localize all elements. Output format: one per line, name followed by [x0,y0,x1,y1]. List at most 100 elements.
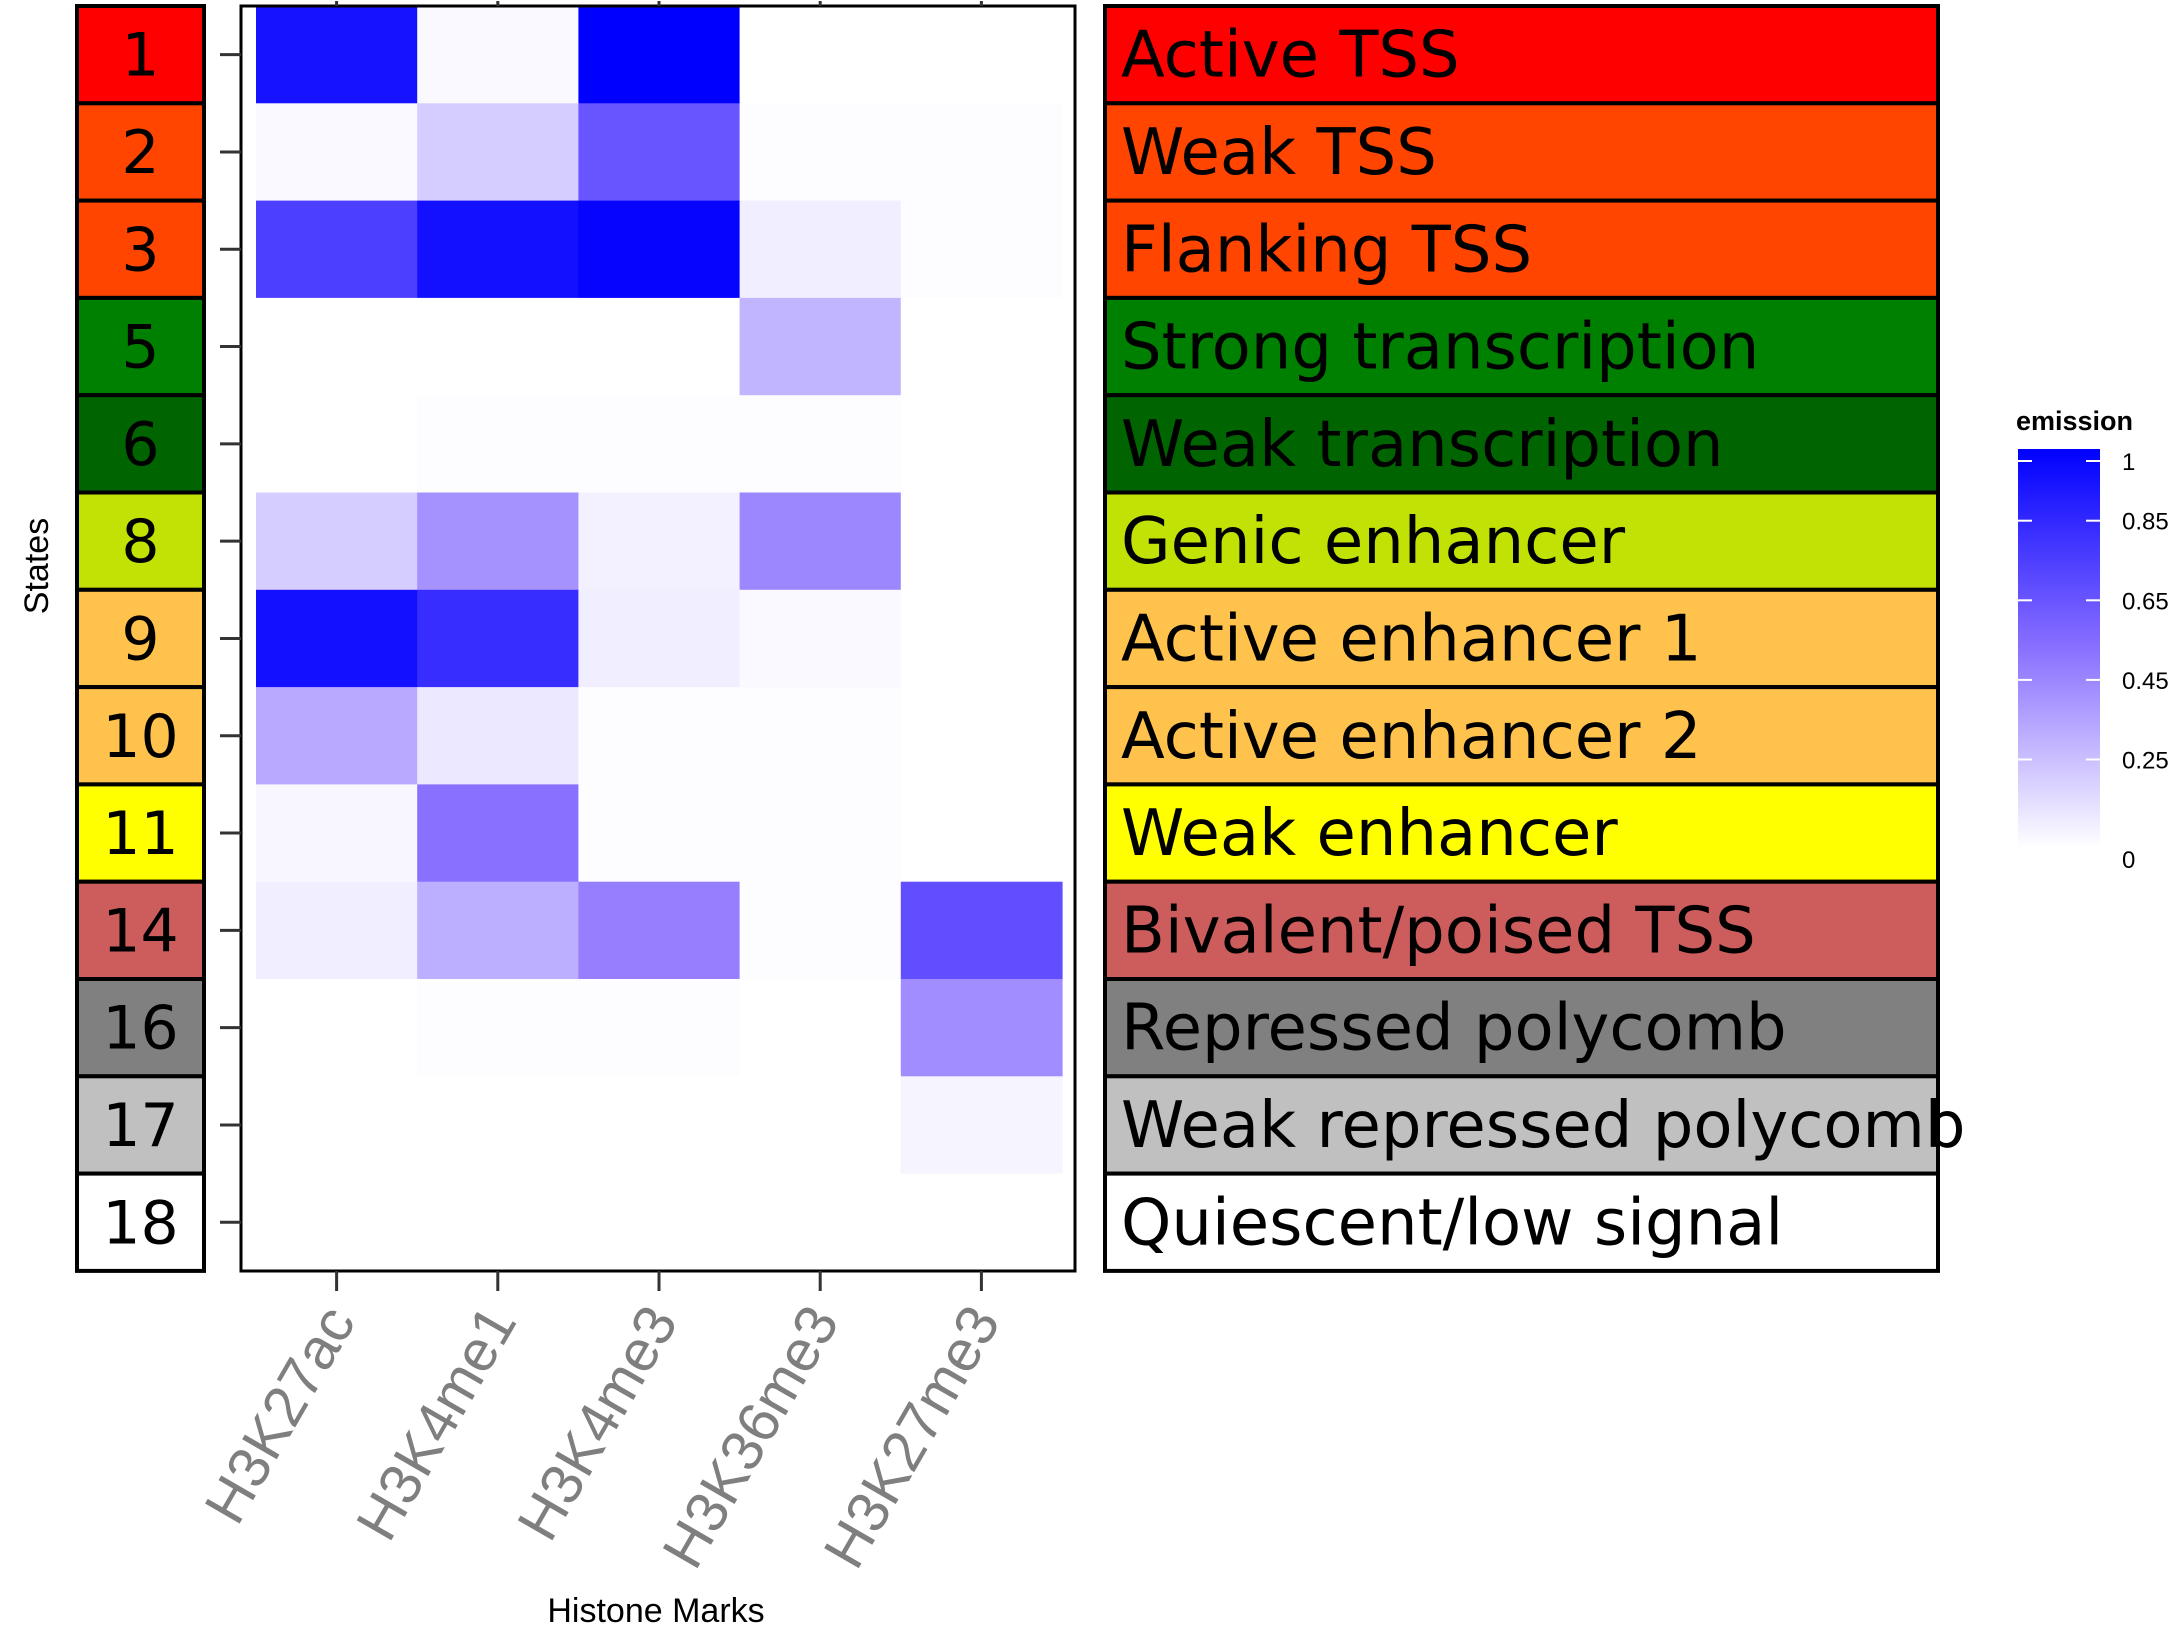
state-label-box [1103,295,1940,398]
heat-cell [417,1076,579,1175]
legend-title: emission [2016,406,2133,436]
legend-tick-label: 0 [2122,847,2135,874]
heat-cell [256,492,418,591]
state-label-box [1103,977,1940,1079]
heat-cell [578,395,741,494]
heat-cell [578,1173,741,1272]
legend-tick-label: 0.25 [2122,748,2169,775]
heat-cell [256,6,418,104]
state-number: 1 [121,21,159,91]
legend-tick-label: 0.85 [2122,509,2169,536]
state-box [75,295,206,398]
heat-cell [578,881,741,980]
y-axis-title: States [18,518,56,614]
state-label-text: Weak repressed polycomb [1121,1089,1966,1163]
state-number: 8 [121,507,159,577]
state-label-text: Weak TSS [1121,116,1437,190]
state-number: 9 [121,604,159,674]
state-label-text: Active enhancer 1 [1121,602,1702,676]
state-number: 6 [121,410,159,480]
x-tick-label: H3K27ac [192,1295,368,1534]
heat-cell [578,492,741,591]
state-label-box [1103,393,1940,495]
heat-cell [417,297,579,396]
state-box [75,685,206,787]
heat-cell [900,1076,1063,1175]
state-number: 17 [102,1091,178,1161]
state-number: 2 [121,118,159,188]
heat-cell [739,6,902,104]
state-box [75,977,206,1079]
color-scale-legend: emission 1 0.85 0.65 0.45 0.25 0 [2016,406,2169,874]
state-label-text: Flanking TSS [1121,213,1532,287]
legend-tick-label: 1 [2122,449,2135,476]
heat-cell [900,589,1063,688]
legend-color-bar [2018,449,2100,848]
heat-cell [417,979,579,1077]
state-label-text: Weak enhancer [1121,797,1618,871]
heat-cell [256,784,418,883]
heat-cell [739,784,902,883]
heat-cell [417,395,579,494]
heat-cell [256,395,418,494]
heat-cell [417,103,579,202]
heat-cell [739,103,902,202]
state-box [75,879,206,982]
state-label-box [1103,782,1940,884]
heat-cell [256,200,418,299]
state-label-text: Quiescent/low signal [1121,1186,1783,1260]
state-label-text: Active enhancer 2 [1121,700,1702,774]
state-box [75,4,206,106]
state-number: 16 [102,994,178,1064]
state-label-box [1103,4,1940,106]
heat-cell [578,200,741,299]
heat-cell [739,979,902,1077]
y-axis-ticks [220,53,241,1224]
state-label-box [1103,685,1940,787]
heat-cell [578,297,741,396]
heat-cell [900,200,1063,299]
heatmap-cells [256,6,1063,1272]
heat-cell [256,1173,418,1272]
state-box [75,1171,206,1273]
state-label-box [1103,587,1940,690]
heat-cell [256,589,418,688]
heat-cell [900,881,1063,980]
state-label-box [1103,1171,1940,1273]
heat-cell [256,881,418,980]
state-label-box [1103,1074,1940,1176]
heat-cell [739,881,902,980]
state-label-text: Weak transcription [1121,408,1724,482]
heat-cell [417,687,579,785]
heat-cell [739,492,902,591]
heat-cell [900,492,1063,591]
heat-cell [578,687,741,785]
heat-cell [578,784,741,883]
heat-cell [256,979,418,1077]
heat-cell [739,297,902,396]
heat-cell [256,297,418,396]
state-box [75,490,206,592]
heat-cell [900,979,1063,1077]
heat-cell [739,1076,902,1175]
heat-cell [578,103,741,202]
state-label-text: Strong transcription [1121,311,1759,385]
state-label-box [1103,879,1940,982]
heat-cell [417,589,579,688]
state-label-box [1103,490,1940,592]
heat-cell [739,687,902,785]
heat-cell [739,200,902,299]
x-axis-title: Histone Marks [547,1592,764,1625]
heat-cell [739,589,902,688]
legend-tick-label: 0.65 [2122,588,2169,615]
state-box [75,1074,206,1176]
heat-cell [417,200,579,299]
heat-cell [417,6,579,104]
state-number: 14 [102,896,178,966]
x-tick-label: H3K4me3 [505,1295,690,1551]
heat-cell [578,1076,741,1175]
heat-cell [417,492,579,591]
heat-cell [900,1173,1063,1272]
heat-cell [900,784,1063,883]
state-label-text: Genic enhancer [1121,505,1626,579]
